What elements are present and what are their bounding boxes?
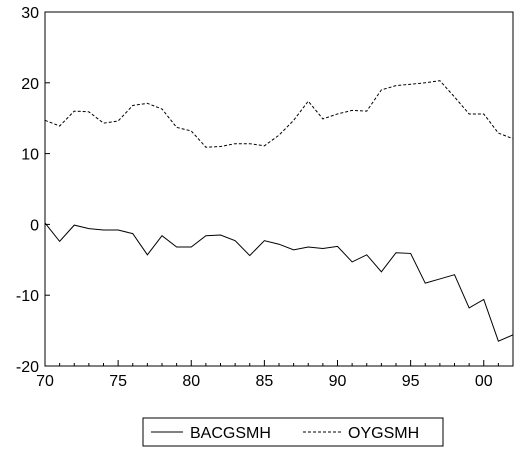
y-tick-label: -20 bbox=[16, 359, 39, 376]
legend-label-oygsmh: OYGSMH bbox=[348, 425, 419, 442]
plot-frame bbox=[44, 11, 514, 367]
y-tick-label: -10 bbox=[16, 288, 39, 305]
y-tick-label: 20 bbox=[21, 76, 39, 93]
x-tick-label: 80 bbox=[182, 373, 200, 390]
x-tick-label: 75 bbox=[109, 373, 127, 390]
y-axis: -20 -10 0 10 20 30 bbox=[16, 5, 50, 376]
y-tick-label: 0 bbox=[30, 217, 39, 234]
y-tick-label: 10 bbox=[21, 147, 39, 164]
series-line-bacgsmh bbox=[44, 222, 514, 342]
legend-box bbox=[142, 417, 444, 447]
x-tick-label: 95 bbox=[402, 373, 420, 390]
series-lines bbox=[44, 80, 514, 342]
x-axis: 70 75 80 85 90 95 00 bbox=[36, 360, 499, 390]
legend: BACGSMH OYGSMH bbox=[142, 417, 444, 447]
x-tick-label: 90 bbox=[329, 373, 347, 390]
x-tick-label: 85 bbox=[255, 373, 273, 390]
x-tick-label: 70 bbox=[36, 373, 54, 390]
legend-label-bacgsmh: BACGSMH bbox=[190, 425, 271, 442]
x-tick-label: 00 bbox=[475, 373, 493, 390]
series-line-oygsmh bbox=[44, 80, 514, 148]
y-tick-label: 30 bbox=[21, 5, 39, 22]
